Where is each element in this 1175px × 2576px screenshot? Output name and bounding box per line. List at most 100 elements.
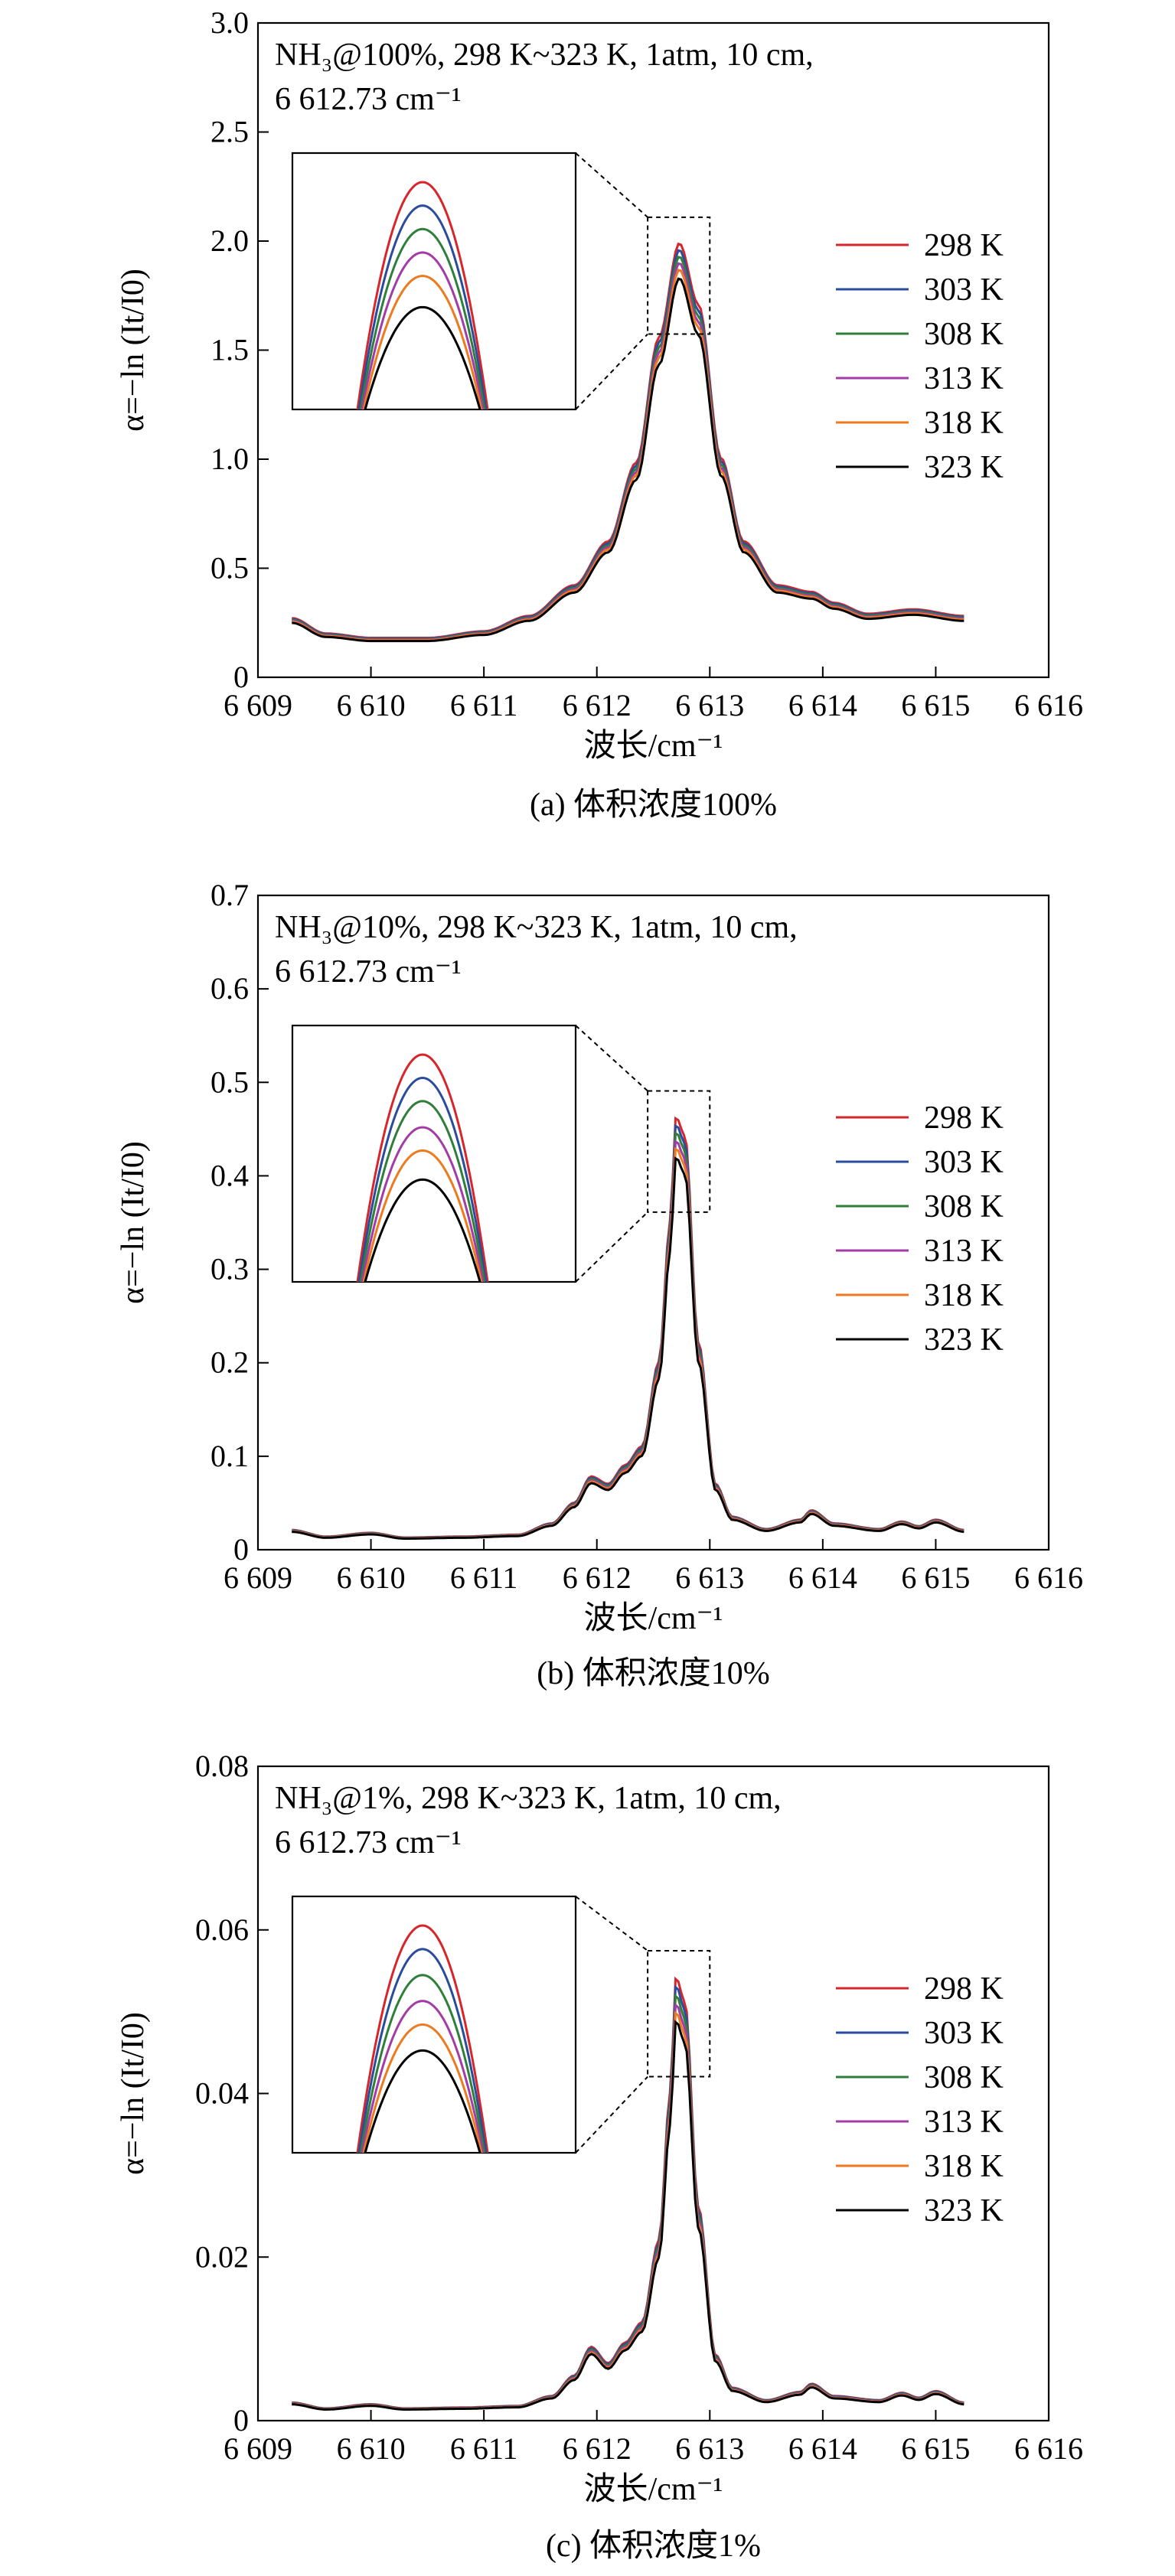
x-tick-label: 6 612 <box>563 1560 632 1595</box>
x-tick-label: 6 610 <box>337 2431 406 2466</box>
chart-panel-1: 0 0.5 1.0 1.5 2.0 2.5 3.0 6 609 6 610 6 611 6 612 6… <box>116 5 1083 823</box>
x-tick-label: 6 616 <box>1014 2431 1083 2466</box>
inset-connector <box>575 1211 648 1283</box>
x-tick-label: 6 615 <box>901 2431 970 2466</box>
y-tick-label: 0.5 <box>211 551 249 585</box>
y-tick-label: 2.5 <box>211 115 249 149</box>
x-tick-label: 6 611 <box>450 688 518 722</box>
y-tick-label: 0.7 <box>211 878 249 912</box>
legend-label: 298 K <box>924 1101 1004 1136</box>
y-tick-label: 0.1 <box>211 1439 249 1473</box>
annotation-line-1: NH₃@100%, 298 K~323 K, 1atm, 10 cm, <box>275 37 814 73</box>
inset-curve-298k <box>356 1924 489 2153</box>
inset-plot <box>356 181 489 409</box>
legend-label: 313 K <box>924 2105 1004 2140</box>
x-tick-label: 6 615 <box>901 1560 970 1595</box>
x-tick-label: 6 613 <box>675 1560 744 1595</box>
annotation-line-1: NH₃@10%, 298 K~323 K, 1atm, 10 cm, <box>275 910 798 945</box>
inset-curve-308k <box>359 227 486 409</box>
x-tick-label: 6 613 <box>675 2431 744 2466</box>
annotation-line-1: NH₃@1%, 298 K~323 K, 1atm, 10 cm, <box>275 1781 782 1816</box>
inset-curve-303k <box>357 1948 488 2153</box>
inset-curve-318k <box>362 274 483 409</box>
y-axis-label: α=−ln (It/I0) <box>116 269 151 432</box>
annotation-line-2: 6 612.73 cm⁻¹ <box>275 1825 462 1860</box>
inset-box <box>291 1024 577 1283</box>
inset-curve-318k <box>362 1149 483 1282</box>
y-tick-label: 0.6 <box>211 971 249 1006</box>
inset-curve-323k <box>364 305 481 409</box>
x-axis-label: 波长/cm⁻¹ <box>584 729 723 764</box>
zoom-box <box>647 216 711 335</box>
x-tick-label: 6 610 <box>337 688 406 722</box>
x-tick-label: 6 614 <box>788 688 857 722</box>
y-tick-label: 0.5 <box>211 1065 249 1099</box>
annotation-line-2: 6 612.73 cm⁻¹ <box>275 954 462 990</box>
inset-curve-313k <box>361 251 485 409</box>
y-tick-label: 0.2 <box>211 1345 249 1380</box>
inset-curve-308k <box>359 1100 486 1282</box>
x-tick-label: 6 611 <box>450 1560 518 1595</box>
y-tick-label: 3.0 <box>211 5 249 40</box>
legend-label: 303 K <box>924 2016 1004 2051</box>
zoom-box <box>647 1090 711 1213</box>
annotation-line-2: 6 612.73 cm⁻¹ <box>275 82 462 117</box>
panel-caption: (a) 体积浓度100% <box>530 787 777 823</box>
y-tick-label: 0.04 <box>195 2076 249 2111</box>
x-tick-label: 6 616 <box>1014 688 1083 722</box>
x-tick-label: 6 609 <box>224 688 292 722</box>
legend-label: 298 K <box>924 1971 1004 2007</box>
x-tick-label: 6 611 <box>450 2431 518 2466</box>
legend-label: 318 K <box>924 1278 1004 1313</box>
inset-curve-323k <box>364 2049 481 2153</box>
inset-curve-313k <box>361 1126 485 1282</box>
x-tick-label: 6 609 <box>224 1560 292 1595</box>
legend-label: 323 K <box>924 450 1004 485</box>
legend-label: 308 K <box>924 317 1004 352</box>
inset-connector <box>575 1025 648 1092</box>
inset-curve-323k <box>364 1178 481 1282</box>
legend-label: 308 K <box>924 2060 1004 2095</box>
inset-curve-318k <box>362 2023 483 2153</box>
legend-label: 303 K <box>924 272 1004 308</box>
inset-connector <box>575 333 648 410</box>
x-tick-label: 6 614 <box>788 2431 857 2466</box>
inset-curve-303k <box>357 204 488 409</box>
legend-label: 303 K <box>924 1145 1004 1180</box>
inset-connector <box>575 152 648 218</box>
chart-panel-2: 0 0.1 0.2 0.3 0.4 0.5 0.6 0.7 6 609 6 610 6 611 6 6… <box>116 878 1083 1691</box>
y-axis-label: α=−ln (It/I0) <box>116 1141 151 1304</box>
inset-curve-308k <box>359 1974 486 2153</box>
y-tick-label: 0 <box>233 1532 249 1567</box>
inset-curve-298k <box>356 1053 489 1282</box>
x-tick-label: 6 616 <box>1014 1560 1083 1595</box>
x-tick-label: 6 612 <box>563 2431 632 2466</box>
inset-box <box>291 1895 577 2154</box>
x-tick-label: 6 612 <box>563 688 632 722</box>
y-tick-label: 0.4 <box>211 1158 249 1192</box>
y-tick-label: 0 <box>233 660 249 694</box>
y-tick-label: 2.0 <box>211 223 249 258</box>
y-tick-label: 0 <box>233 2403 249 2437</box>
y-tick-label: 1.0 <box>211 442 249 476</box>
inset-connector <box>575 1896 648 1952</box>
zoom-box <box>647 1949 711 2078</box>
legend-label: 298 K <box>924 228 1004 263</box>
x-tick-label: 6 614 <box>788 1560 857 1595</box>
series-line-323k <box>292 277 964 643</box>
inset-plot <box>356 1053 489 1282</box>
x-tick-label: 6 610 <box>337 1560 406 1595</box>
legend-label: 323 K <box>924 1322 1004 1358</box>
legend-label: 323 K <box>924 2193 1004 2229</box>
y-tick-label: 0.02 <box>195 2239 249 2274</box>
x-tick-label: 6 613 <box>675 688 744 722</box>
y-tick-label: 0.06 <box>195 1912 249 1947</box>
panel-caption: (c) 体积浓度1% <box>546 2529 761 2564</box>
y-tick-label: 0.08 <box>195 1749 249 1783</box>
legend-label: 318 K <box>924 406 1004 441</box>
inset-curve-303k <box>357 1076 488 1282</box>
x-tick-label: 6 615 <box>901 688 970 722</box>
y-tick-label: 1.5 <box>211 333 249 367</box>
plot-frame <box>256 894 1050 1551</box>
